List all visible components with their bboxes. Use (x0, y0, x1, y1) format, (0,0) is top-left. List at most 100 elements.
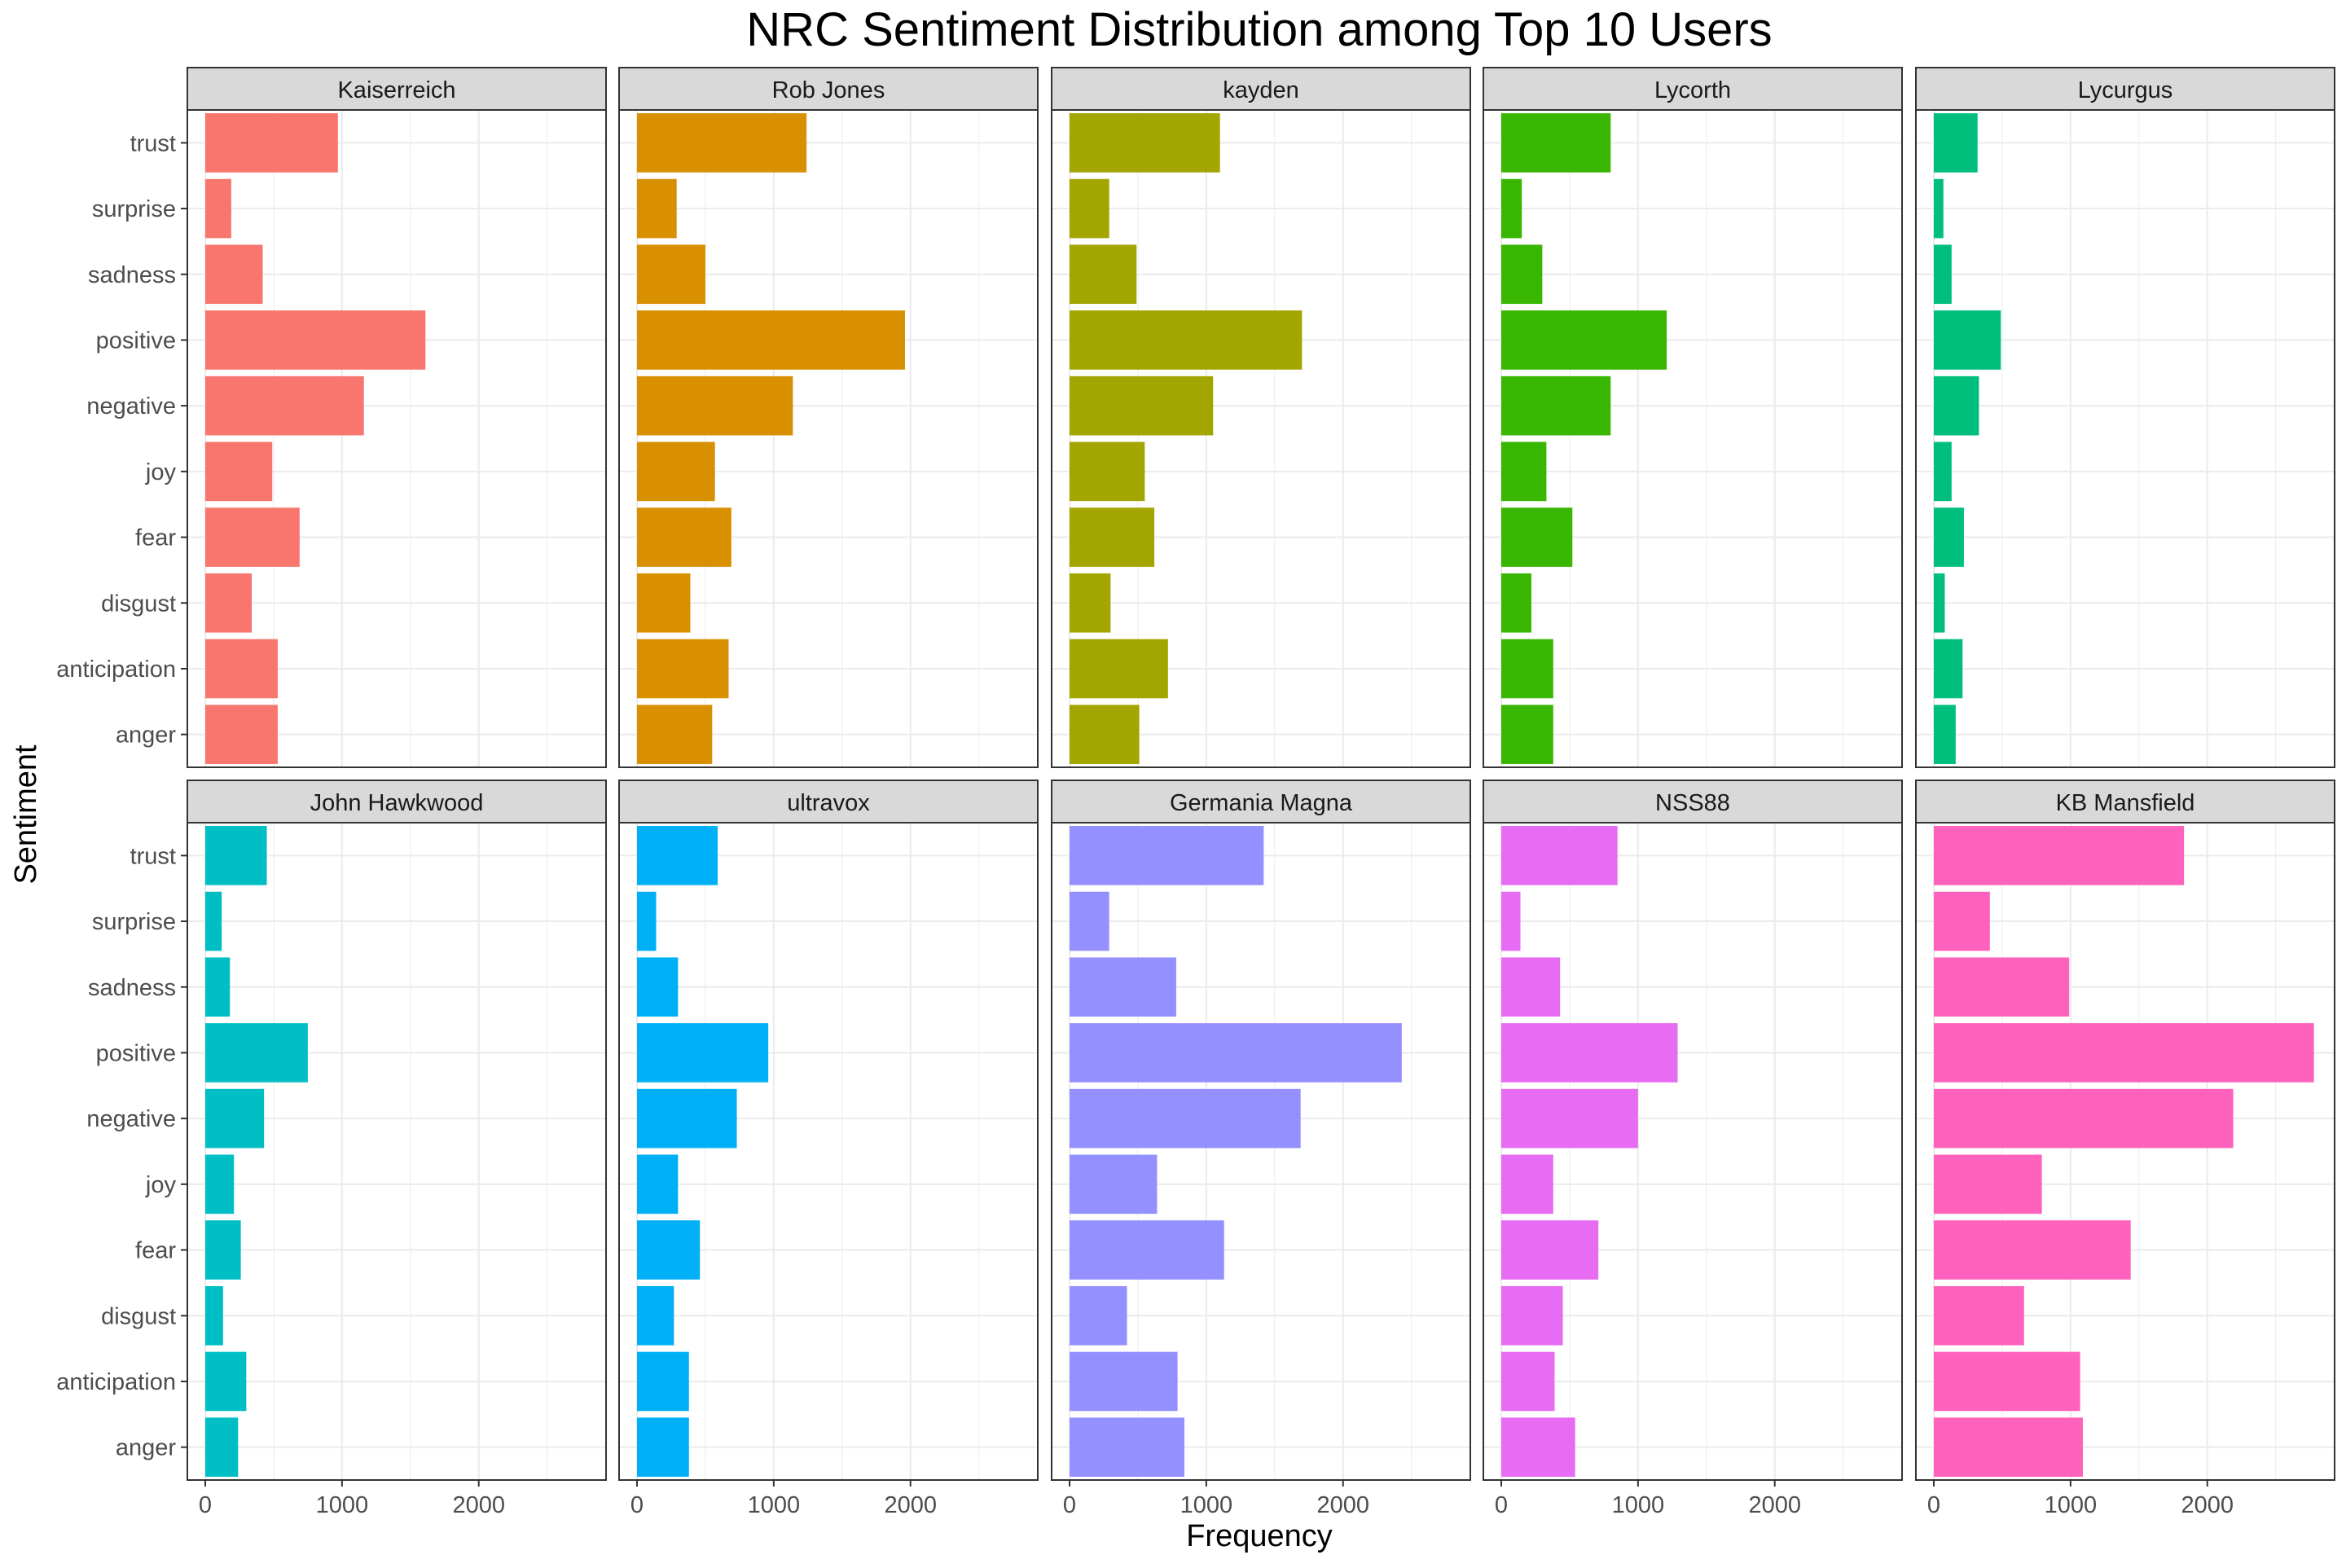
bar-surprise (1070, 178, 1109, 239)
bar-sadness (1934, 957, 2070, 1017)
panel-border (618, 822, 1039, 1481)
bar-fear (205, 507, 300, 567)
bar-joy (1934, 441, 1952, 502)
bar-disgust (1934, 1285, 2024, 1346)
bar-negative (637, 376, 793, 436)
bar-fear (637, 1220, 701, 1280)
bar-anticipation (1934, 1351, 2080, 1412)
panel-background (1916, 110, 2335, 767)
bar-sadness (1070, 957, 1176, 1017)
bar-fear (1070, 507, 1155, 567)
x-tick-label: 2000 (2181, 1492, 2234, 1518)
y-tick-label: trust (130, 843, 176, 869)
y-axis-label: Sentiment (9, 744, 43, 885)
facet-strip (1051, 780, 1471, 824)
y-tick-label: disgust (101, 1303, 176, 1329)
bar-positive (1934, 1023, 2314, 1083)
bar-positive (637, 1023, 769, 1083)
bar-anger (637, 705, 713, 764)
facet-panel: ultravox 0 1000 2000 (618, 780, 1039, 1518)
bar-trust (637, 113, 807, 173)
bar-fear (1934, 1220, 2131, 1280)
y-tick-label: joy (145, 459, 177, 485)
y-tick-label: sadness (88, 975, 176, 1001)
x-tick-label: 0 (1063, 1492, 1076, 1518)
bar-positive (205, 1023, 308, 1083)
bar-disgust (1501, 1285, 1563, 1346)
x-tick-label: 2000 (1316, 1492, 1369, 1518)
y-tick-label: negative (86, 393, 176, 419)
bar-anger (1501, 705, 1553, 764)
facet-panel: KB Mansfield 0 1000 2000 (1915, 780, 2335, 1518)
facet-strip (1915, 780, 2335, 824)
bar-positive (205, 310, 426, 370)
bar-joy (1070, 1154, 1158, 1214)
bar-trust (205, 113, 338, 173)
x-tick-label: 0 (630, 1492, 644, 1518)
facet-panel: kayden (1051, 67, 1471, 768)
bar-disgust (1070, 573, 1111, 633)
bar-anticipation (1501, 1351, 1555, 1412)
bar-negative (1934, 376, 1979, 436)
bar-sadness (1501, 244, 1543, 305)
facet-strip-label: KB Mansfield (2056, 790, 2195, 816)
y-tick-label: anticipation (56, 1369, 176, 1395)
facet-strip-label: Kaiserreich (337, 77, 455, 103)
bar-trust (1501, 113, 1611, 173)
x-tick-label: 1000 (748, 1492, 801, 1518)
bar-negative (1070, 1088, 1301, 1149)
panel-background (187, 823, 606, 1480)
y-tick-label: negative (86, 1106, 176, 1132)
facet-panel: Lycurgus (1915, 67, 2335, 768)
y-tick-label: fear (135, 525, 176, 551)
bar-sadness (1934, 244, 1952, 305)
y-tick-label: surprise (92, 196, 176, 222)
bar-disgust (205, 1285, 223, 1346)
facet-strip-label: Rob Jones (772, 77, 885, 103)
panel-border (187, 109, 607, 768)
bar-sadness (205, 244, 263, 305)
x-tick-label: 1000 (1180, 1492, 1233, 1518)
x-tick-label: 0 (1495, 1492, 1508, 1518)
bar-negative (637, 1088, 737, 1149)
bar-negative (205, 1088, 265, 1149)
panel-border (1483, 109, 1903, 768)
facet-strip-label: kayden (1223, 77, 1299, 103)
bar-anger (1070, 705, 1140, 764)
bar-joy (1070, 441, 1145, 502)
facet-panel: Lycorth (1483, 67, 1903, 768)
panel-border (618, 109, 1039, 768)
bar-positive (1501, 1023, 1678, 1083)
bar-anticipation (205, 1351, 247, 1412)
panel-border (1915, 822, 2335, 1481)
bar-trust (637, 826, 718, 885)
bar-anger (1934, 1417, 2083, 1477)
bar-positive (1934, 310, 2001, 370)
panel-border (1915, 109, 2335, 768)
x-tick-label: 1000 (2045, 1492, 2098, 1518)
facet-strip (618, 780, 1039, 824)
bar-positive (637, 310, 905, 370)
facet-panels: Kaiserreich trust surprise sadness positive n… (56, 67, 2335, 1518)
bar-anticipation (1070, 639, 1168, 699)
bar-disgust (637, 1285, 674, 1346)
bar-fear (1501, 1220, 1599, 1280)
bar-anger (1070, 1417, 1184, 1477)
facet-strip-label: John Hawkwood (310, 790, 484, 816)
bar-surprise (1934, 891, 1990, 951)
bar-fear (1501, 507, 1573, 567)
facet-strip-label: Lycurgus (2078, 77, 2173, 103)
bar-surprise (205, 178, 231, 239)
bar-sadness (205, 957, 231, 1017)
x-tick-label: 2000 (452, 1492, 505, 1518)
facet-strip (1483, 67, 1903, 111)
facet-panel: John Hawkwood trust surprise sadness positiv… (56, 780, 607, 1518)
facet-strip-label: Germania Magna (1170, 790, 1353, 816)
bar-negative (205, 376, 364, 436)
bar-surprise (1934, 178, 1944, 239)
bar-trust (1501, 826, 1618, 885)
bar-fear (1934, 507, 1964, 567)
chart-title: NRC Sentiment Distribution among Top 10 … (746, 3, 1772, 56)
